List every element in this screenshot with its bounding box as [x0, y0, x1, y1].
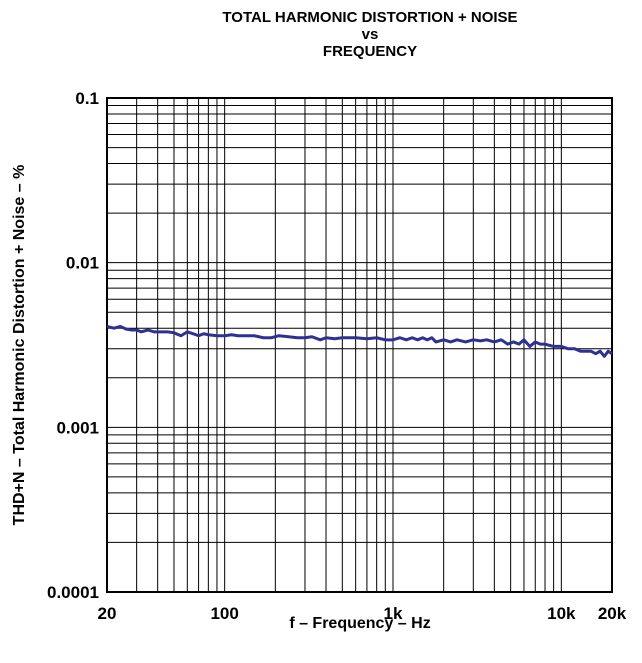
y-tick-label: 0.01	[66, 254, 99, 273]
chart-title-line-1: TOTAL HARMONIC DISTORTION + NOISE	[222, 9, 517, 26]
grid-lines	[107, 98, 612, 592]
chart-title-line-3: FREQUENCY	[323, 43, 417, 60]
y-axis-label: THD+N – Total Harmonic Distortion + Nois…	[11, 165, 28, 526]
chart-title: TOTAL HARMONIC DISTORTION + NOISE vs FRE…	[222, 9, 517, 60]
y-tick-labels: 0.1 0.01 0.001 0.0001	[47, 89, 99, 602]
y-tick-label: 0.1	[75, 89, 99, 108]
chart-title-line-2: vs	[362, 26, 379, 43]
thd-series-line	[106, 324, 613, 358]
y-tick-label: 0.001	[56, 418, 99, 437]
x-tick-label: 100	[210, 604, 238, 623]
x-tick-label: 10k	[547, 604, 576, 623]
plot-frame	[106, 97, 613, 593]
x-axis-label: f – Frequency – Hz	[289, 615, 430, 632]
y-tick-label: 0.0001	[47, 583, 99, 602]
x-tick-label: 20	[98, 604, 117, 623]
x-tick-label: 1k	[384, 604, 403, 623]
x-tick-labels: 20 100 1k 10k 20k	[98, 604, 627, 623]
x-tick-label: 20k	[598, 604, 627, 623]
